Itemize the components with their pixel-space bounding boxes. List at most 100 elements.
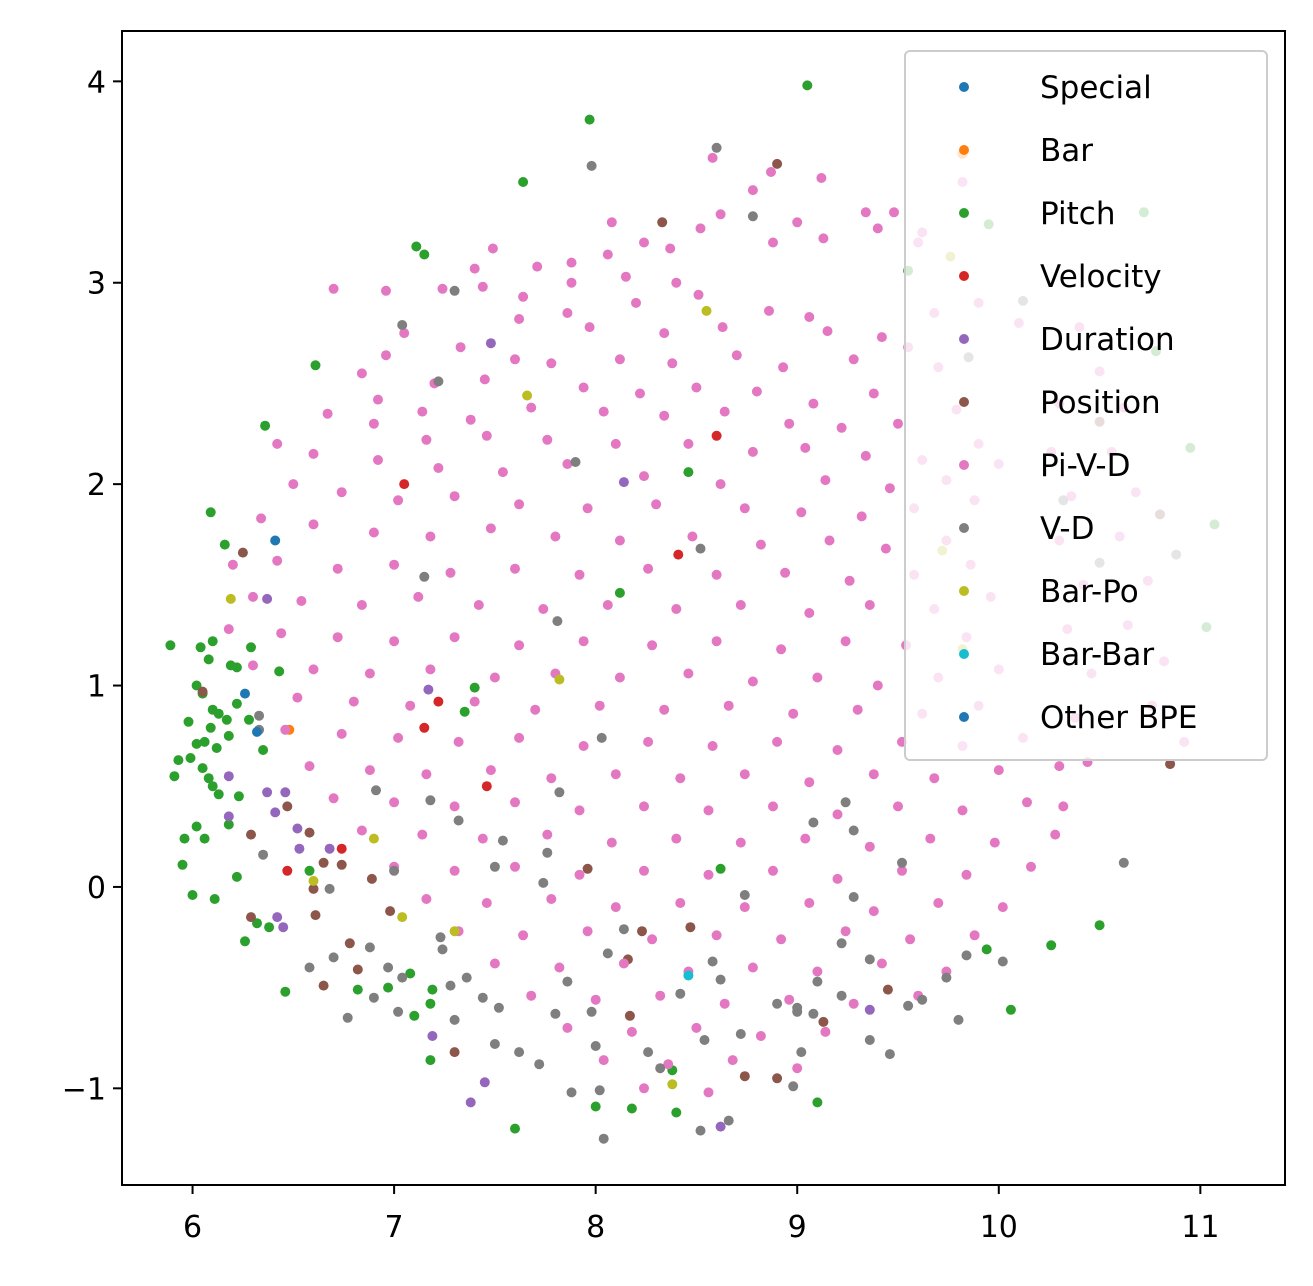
legend-label: Special bbox=[1040, 70, 1152, 106]
data-point bbox=[389, 636, 400, 647]
data-point bbox=[997, 956, 1008, 967]
data-point bbox=[751, 386, 762, 397]
legend-box bbox=[904, 50, 1268, 761]
data-point bbox=[328, 952, 339, 963]
data-point bbox=[522, 390, 533, 401]
data-point bbox=[602, 249, 613, 260]
data-point bbox=[586, 1006, 597, 1017]
data-point bbox=[510, 354, 520, 365]
data-point bbox=[308, 519, 319, 530]
data-point bbox=[282, 865, 293, 876]
data-point bbox=[449, 801, 460, 812]
data-point bbox=[836, 422, 847, 433]
data-point bbox=[812, 976, 823, 987]
data-point bbox=[582, 926, 593, 937]
data-point bbox=[707, 152, 718, 163]
data-point bbox=[425, 1055, 436, 1066]
data-point bbox=[739, 503, 750, 514]
data-point bbox=[304, 962, 315, 973]
data-point bbox=[671, 604, 682, 614]
data-point bbox=[590, 994, 601, 1005]
data-point bbox=[776, 644, 787, 655]
data-point bbox=[631, 297, 641, 308]
data-point bbox=[318, 980, 329, 991]
data-point bbox=[449, 285, 460, 296]
data-point bbox=[768, 801, 778, 812]
data-point bbox=[465, 1097, 476, 1108]
data-point bbox=[614, 587, 625, 598]
data-point bbox=[776, 934, 787, 945]
data-point bbox=[804, 312, 815, 322]
data-point bbox=[707, 956, 718, 967]
data-point bbox=[413, 591, 424, 602]
data-point bbox=[792, 1006, 803, 1017]
data-point bbox=[195, 642, 206, 653]
data-point bbox=[574, 869, 585, 880]
data-point bbox=[276, 628, 287, 639]
data-point bbox=[925, 833, 936, 844]
data-point bbox=[570, 457, 581, 467]
data-point bbox=[747, 211, 758, 222]
data-point bbox=[953, 1014, 964, 1025]
data-point bbox=[304, 865, 315, 876]
data-point bbox=[332, 563, 343, 574]
data-point bbox=[643, 1047, 654, 1058]
data-point bbox=[856, 511, 867, 522]
legend-label: Bar-Po bbox=[1040, 574, 1139, 610]
data-point bbox=[389, 797, 400, 808]
data-point bbox=[546, 773, 557, 784]
data-point bbox=[848, 825, 859, 836]
data-point bbox=[897, 865, 907, 876]
data-point bbox=[755, 539, 766, 550]
data-point bbox=[808, 817, 819, 828]
data-point bbox=[735, 600, 746, 610]
data-point bbox=[766, 167, 776, 177]
data-point bbox=[332, 632, 343, 643]
data-point bbox=[893, 418, 903, 429]
data-point bbox=[961, 950, 972, 961]
data-point bbox=[1050, 829, 1061, 840]
data-point bbox=[393, 495, 404, 506]
data-point bbox=[647, 934, 658, 945]
data-point bbox=[764, 305, 774, 316]
data-point bbox=[659, 328, 670, 339]
data-point bbox=[820, 1026, 831, 1037]
data-point bbox=[258, 849, 269, 860]
data-point bbox=[308, 448, 319, 459]
data-point bbox=[308, 883, 319, 894]
data-point bbox=[582, 503, 593, 514]
data-point bbox=[231, 871, 242, 882]
data-point bbox=[294, 843, 305, 854]
data-point bbox=[1005, 1004, 1016, 1015]
data-point bbox=[383, 982, 394, 993]
data-point bbox=[578, 636, 589, 647]
legend-label: Other BPE bbox=[1040, 700, 1197, 736]
data-point bbox=[772, 736, 783, 747]
data-point bbox=[639, 801, 649, 812]
data-point bbox=[336, 728, 347, 739]
data-point bbox=[626, 1026, 637, 1037]
data-point bbox=[465, 414, 476, 425]
data-point bbox=[860, 207, 871, 218]
data-point bbox=[510, 563, 520, 574]
data-point bbox=[739, 902, 750, 913]
data-point bbox=[665, 243, 676, 254]
data-point bbox=[768, 865, 778, 876]
legend-marker bbox=[959, 523, 969, 533]
data-point bbox=[469, 696, 480, 707]
data-point bbox=[933, 898, 944, 908]
data-point bbox=[673, 549, 684, 560]
data-point bbox=[292, 692, 303, 703]
data-point bbox=[489, 672, 500, 683]
data-point bbox=[278, 922, 289, 933]
data-point bbox=[812, 966, 823, 977]
data-point bbox=[389, 559, 400, 570]
data-point bbox=[173, 755, 184, 766]
data-point bbox=[368, 833, 379, 844]
data-point bbox=[715, 1121, 726, 1132]
data-point bbox=[695, 543, 706, 554]
data-point bbox=[671, 277, 682, 288]
data-point bbox=[864, 1035, 875, 1045]
data-point bbox=[840, 636, 851, 647]
data-point bbox=[356, 368, 367, 379]
